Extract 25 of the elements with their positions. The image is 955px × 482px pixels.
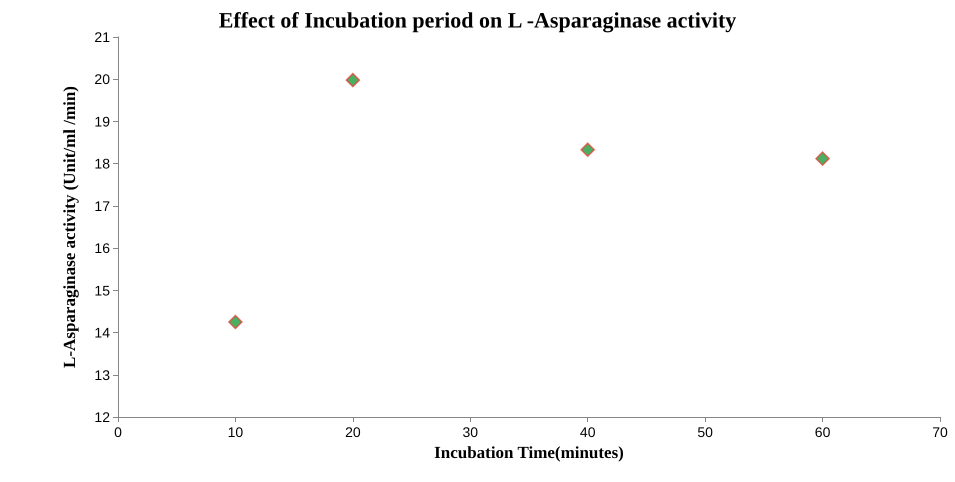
x-tick-label: 20 xyxy=(345,424,361,440)
y-tick-label: 18 xyxy=(94,156,110,172)
y-tick-label: 13 xyxy=(94,366,110,383)
y-tick-label: 21 xyxy=(94,29,110,45)
y-tick-label: 20 xyxy=(94,71,110,88)
y-tick-label: 15 xyxy=(94,282,110,298)
y-tick-label: 14 xyxy=(94,324,110,341)
x-tick-label: 40 xyxy=(580,424,596,440)
point xyxy=(580,142,595,157)
x-tick-label: 0 xyxy=(114,424,122,440)
y-tick-label: 16 xyxy=(94,240,110,256)
x-axis-title: Incubation Time(minutes) xyxy=(434,442,624,462)
x-tick-label: 70 xyxy=(932,424,948,440)
chart-title: Effect of Incubation period on L -Asparaginase activity xyxy=(218,8,736,32)
x-tick-label: 60 xyxy=(814,424,831,440)
y-tick-label: 17 xyxy=(94,198,110,214)
y-tick-label: 12 xyxy=(94,409,110,425)
y-tick-label: 19 xyxy=(94,113,110,130)
x-tick-label: 30 xyxy=(462,424,478,440)
y-axis-title: L-Asparaginase activity (Unit/ml /min) xyxy=(60,86,79,368)
point xyxy=(228,314,243,330)
point xyxy=(815,151,830,166)
x-tick-label: 50 xyxy=(697,424,714,440)
x-tick-label: 10 xyxy=(228,424,244,440)
point xyxy=(346,72,360,88)
